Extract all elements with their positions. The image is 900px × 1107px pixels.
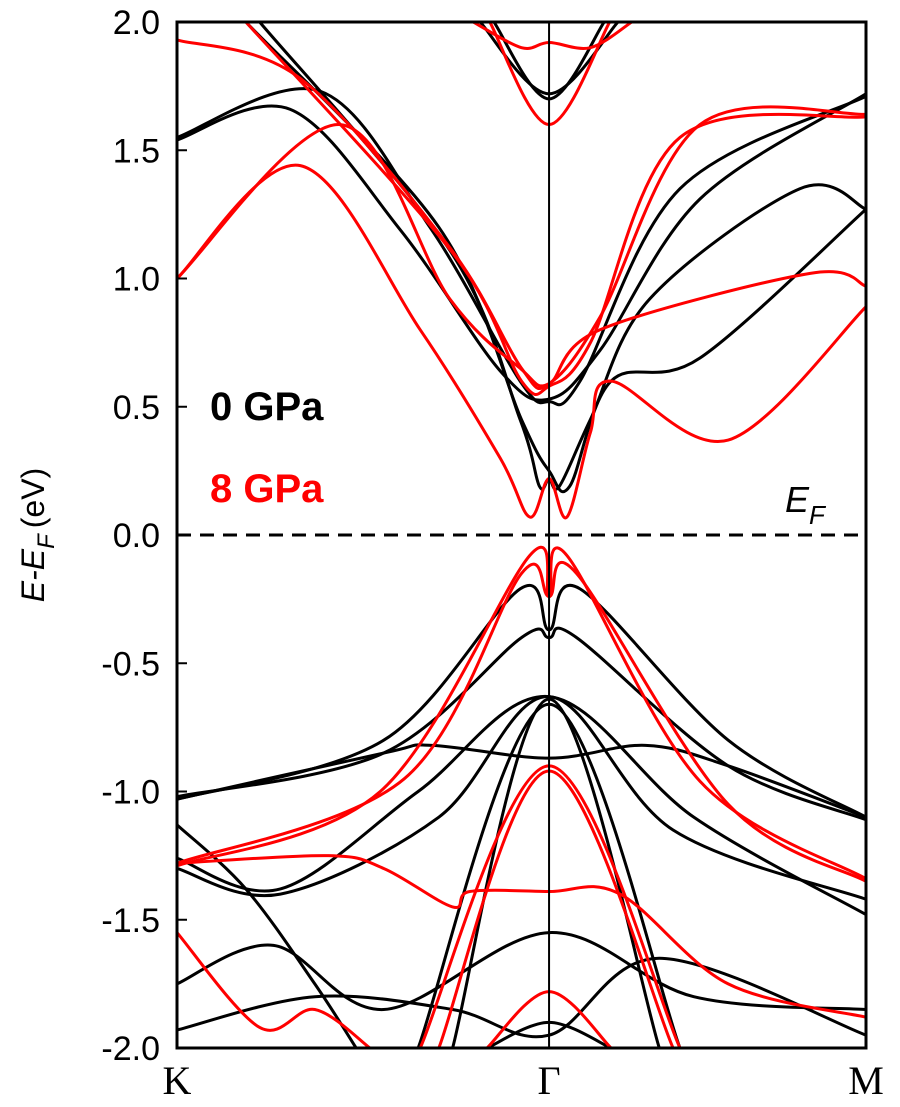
x-tick-label: M (848, 1058, 884, 1103)
band-0gpa-15 (177, 956, 866, 1039)
y-tick-label: -1.5 (101, 902, 160, 940)
band-0gpa-4 (244, 22, 866, 494)
y-tick-label: 0.5 (113, 389, 160, 427)
y-tick-label: -2.0 (101, 1030, 160, 1068)
band-0gpa-2 (177, 87, 866, 407)
y-axis-label: E-EF(eV) (15, 468, 60, 602)
y-tick-label: 1.0 (113, 261, 160, 299)
y-tick-label: -1.0 (101, 774, 160, 812)
y-tick-label: -0.5 (101, 645, 160, 683)
y-tick-label: 1.5 (113, 132, 160, 170)
fermi-label: EF (785, 479, 827, 530)
y-tick-label: 0.0 (113, 517, 160, 555)
band-8gpa-12 (177, 931, 371, 1048)
band-8gpa-2 (177, 123, 866, 388)
y-tick-label: 2.0 (113, 4, 160, 42)
band-8gpa-8 (177, 561, 866, 883)
band-0gpa-9 (177, 695, 866, 916)
x-tick-label: K (163, 1058, 192, 1103)
band-8gpa-1 (177, 163, 866, 520)
band-0gpa-10 (177, 695, 866, 901)
band-0gpa-11 (177, 743, 866, 819)
band-8gpa-4 (244, 22, 866, 396)
band-8gpa-7 (177, 545, 866, 881)
legend-0gpa: 0 GPa (210, 385, 324, 429)
band-8gpa-11 (177, 854, 866, 1019)
band-0gpa-16 (177, 823, 358, 1048)
band-0gpa-14 (177, 931, 866, 1012)
band-0gpa-1 (177, 92, 866, 402)
x-tick-label: Γ (537, 1058, 560, 1103)
legend-8gpa: 8 GPa (210, 467, 324, 511)
y-axis-ticks: -2.0 -1.5 -1.0 -0.5 0.0 0.5 1.0 1.5 2.0 (101, 4, 187, 1068)
